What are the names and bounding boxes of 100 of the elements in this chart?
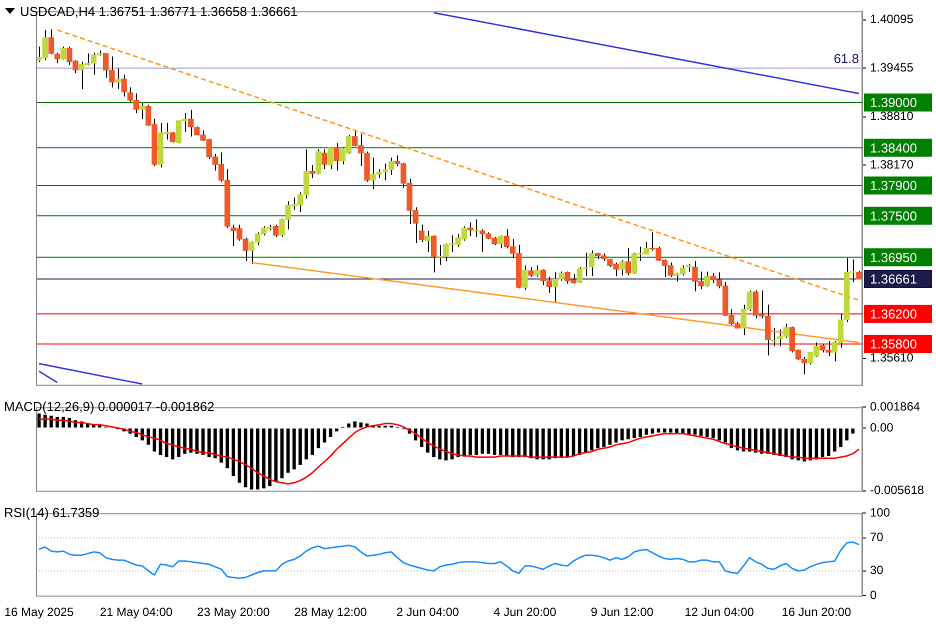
bar [626, 428, 630, 440]
bar [256, 428, 260, 490]
y-tick-label: 0 [870, 588, 877, 602]
candlestick [588, 250, 595, 277]
bar [183, 428, 186, 454]
bar [517, 428, 521, 458]
candlestick [139, 102, 146, 120]
bar [602, 428, 606, 448]
bar [748, 428, 752, 452]
bar [608, 428, 612, 445]
candlestick [170, 131, 176, 144]
bar [584, 428, 588, 453]
bar [620, 428, 624, 440]
candlestick [60, 46, 66, 60]
chart-title: MACD(12,26,9) 0.000017 -0.001862 [4, 399, 214, 414]
candlestick [424, 230, 431, 252]
y-tick-label: 70 [870, 530, 884, 544]
y-tick-label: 1.39455 [870, 60, 914, 74]
bar [523, 428, 527, 458]
ref-line-label: 1.37900 [870, 178, 917, 194]
y-tick-label: 0.001864 [870, 400, 920, 414]
bar [614, 428, 618, 443]
bar [480, 428, 484, 454]
y-tick-label: -0.005618 [870, 483, 924, 498]
candlestick [474, 219, 480, 238]
bar [826, 428, 830, 456]
bar [220, 428, 223, 463]
bar [189, 428, 193, 453]
bar [316, 428, 320, 448]
bar [232, 428, 236, 476]
bar [353, 421, 357, 428]
bar [578, 428, 582, 455]
candlestick [498, 234, 504, 249]
bar [304, 428, 308, 460]
candlestick [273, 224, 279, 238]
bar [438, 428, 442, 460]
bar [250, 428, 254, 490]
bar [662, 428, 666, 432]
bar [596, 428, 600, 448]
bar [432, 428, 436, 458]
candlestick [334, 142, 340, 171]
y-tick-label: 1.40095 [870, 12, 914, 26]
bar [207, 428, 211, 458]
y-tick-label: 1.38810 [870, 109, 914, 124]
chart-title: RSI(14) 61.7359 [4, 505, 100, 520]
bar [280, 428, 284, 478]
x-tick-label: 21 May 04:00 [100, 605, 173, 620]
ref-line-label: 1.36950 [870, 250, 917, 265]
bar [274, 428, 278, 482]
candlestick [310, 164, 316, 178]
annotation: 61.8 [834, 50, 859, 66]
candlestick [188, 110, 194, 137]
bar [511, 428, 514, 458]
y-tick-label: 1.35610 [870, 350, 914, 365]
bar [669, 428, 672, 432]
bar [718, 428, 721, 440]
bar [426, 428, 430, 453]
candlestick [619, 260, 625, 276]
candlestick [328, 146, 334, 170]
bar [548, 428, 551, 460]
bar [498, 428, 502, 455]
candlestick [771, 328, 777, 347]
candlestick [534, 265, 540, 278]
x-tick-label: 16 May 2025 [4, 605, 74, 620]
bar [760, 428, 764, 454]
ref-line-label: 1.38400 [870, 140, 917, 156]
bar [802, 428, 806, 462]
bar [675, 428, 678, 434]
bar [170, 428, 174, 460]
candlestick [48, 28, 54, 55]
candlestick [115, 68, 121, 90]
candlestick [528, 266, 534, 278]
y-tick-label: 100 [870, 506, 890, 520]
bar [292, 428, 296, 470]
ref-line-label: 1.37500 [870, 208, 917, 224]
bar [164, 428, 168, 458]
bar [328, 428, 332, 437]
candlestick [316, 148, 322, 175]
ref-line-label: 1.36661 [870, 272, 917, 287]
x-tick-label: 23 May 20:00 [197, 605, 270, 620]
bar [468, 428, 472, 455]
chart-title: USDCAD,H4 1.36751 1.36771 1.36658 1.36661 [20, 4, 298, 19]
x-tick-label: 9 Jun 12:00 [590, 605, 654, 620]
bar [322, 428, 326, 443]
candlestick [625, 248, 631, 276]
bar [845, 428, 848, 440]
bar [766, 428, 770, 454]
bar [644, 428, 648, 435]
candlestick [522, 265, 528, 290]
bar [833, 428, 836, 452]
y-tick-label: 0.00 [870, 420, 894, 434]
bar [268, 428, 272, 486]
ref-line-label: 1.39000 [870, 95, 917, 110]
bar [656, 428, 660, 432]
bar [177, 428, 180, 458]
bar [541, 428, 545, 460]
candlestick [54, 52, 60, 64]
bar [754, 428, 758, 453]
candlestick [430, 234, 437, 273]
candlestick [322, 148, 328, 170]
